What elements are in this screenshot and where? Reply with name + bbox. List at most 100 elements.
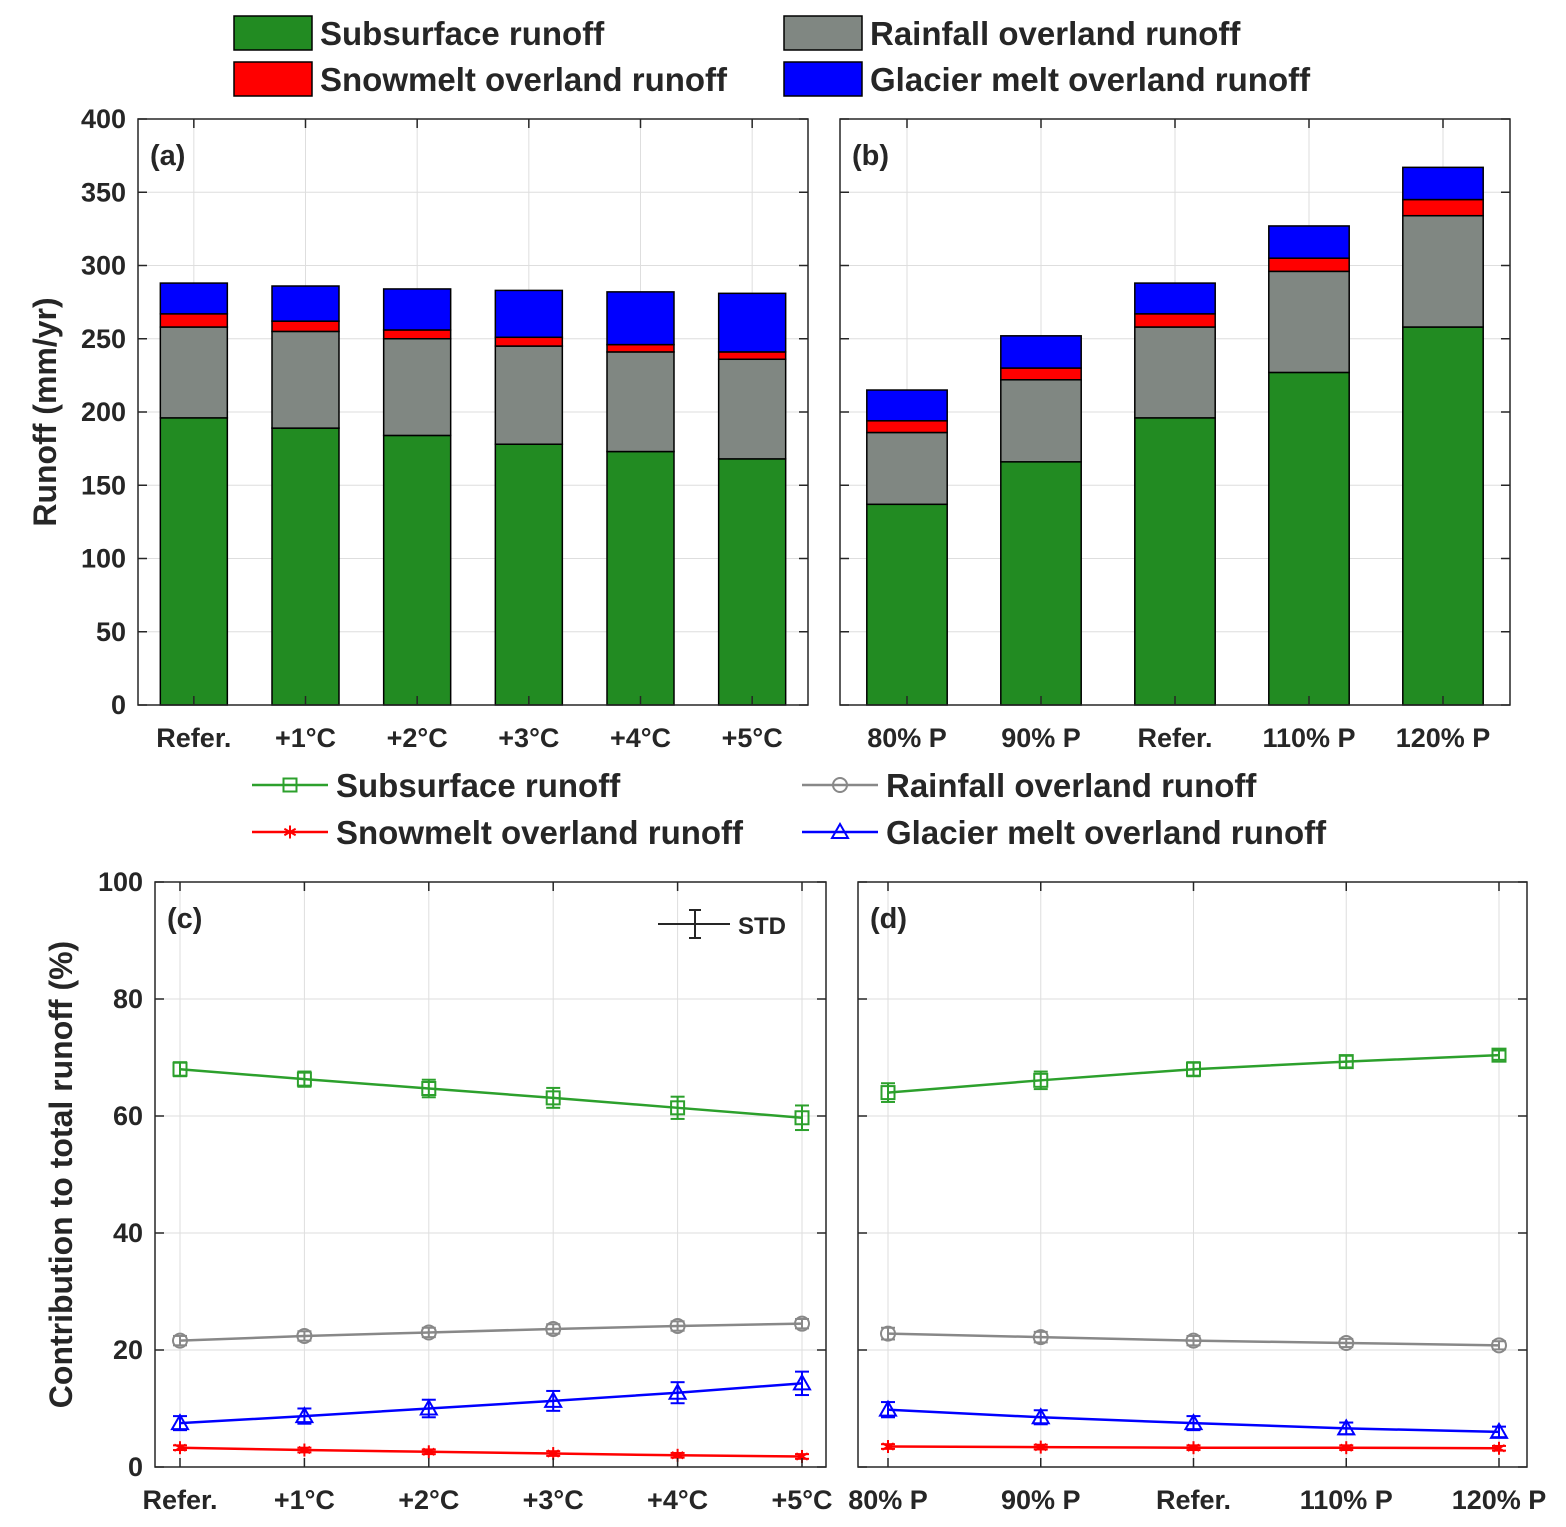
star-stroke bbox=[173, 1443, 187, 1452]
x-tick-label-3-c: +3°C bbox=[498, 723, 559, 753]
point-rainfall-overland-runoff-2-c bbox=[420, 1324, 437, 1341]
star-stroke bbox=[671, 1451, 684, 1460]
bar-segment-snowmelt-overland-runoff-3-c bbox=[494, 336, 564, 347]
bar-segment-snowmelt-overland-runoff-4-c bbox=[606, 343, 675, 353]
y-tick-label: 40 bbox=[113, 1218, 143, 1248]
point-rainfall-overland-runoff-5-c bbox=[794, 1315, 810, 1332]
y-tick-label: 100 bbox=[81, 544, 126, 574]
line-subsurface-runoff bbox=[179, 1067, 803, 1120]
y-tick-label: 60 bbox=[113, 1101, 143, 1131]
grid bbox=[155, 881, 826, 1468]
star-stroke bbox=[881, 1442, 895, 1451]
legend-label: Subsurface runoff bbox=[336, 767, 621, 804]
point-snowmelt-overland-runoff-2-c bbox=[422, 1445, 435, 1459]
legend-label: Glacier melt overland runoff bbox=[886, 814, 1327, 851]
bar-segment-snowmelt-overland-runoff-2-c bbox=[382, 329, 452, 340]
x-tick-label-3-c: +3°C bbox=[523, 1485, 584, 1515]
bar-segment-subsurface-runoff-2-c bbox=[382, 434, 452, 706]
star-stroke bbox=[1034, 1442, 1047, 1452]
bar-segment-snowmelt-overland-runoff-1-c bbox=[271, 320, 340, 333]
line-snowmelt-overland-runoff bbox=[179, 1446, 803, 1458]
bar-segment-subsurface-runoff-refer bbox=[1134, 417, 1216, 706]
legend-swatch bbox=[233, 61, 313, 97]
bar-segment-glacier-melt-overland-runoff-4-c bbox=[606, 291, 675, 346]
panel-b-stacked-bar-chart: 80% P 90% P Refer. 110% P 120% P (b) bbox=[839, 118, 1511, 753]
y-tick-label: 80 bbox=[113, 984, 143, 1014]
bar-segment-rainfall-overland-runoff-120-p bbox=[1402, 214, 1484, 328]
x-tick-label-90-p: 90% P bbox=[1001, 1485, 1081, 1515]
bar-segment-rainfall-overland-runoff-4-c bbox=[606, 351, 675, 453]
line-glacier-melt-overland-runoff bbox=[179, 1382, 803, 1425]
panel-a-stacked-bar-chart: 0 50 100 150 200 250 300 350 400 Refer. +1°C +2°C +3… bbox=[27, 104, 809, 753]
x-tick-label-refer: Refer. bbox=[156, 723, 231, 753]
legend-item-glacier-melt-overland-runoff: Glacier melt overland runoff bbox=[802, 814, 1327, 851]
point-subsurface-runoff-refer bbox=[172, 1061, 188, 1077]
point-glacier-melt-overland-runoff-90-p bbox=[1031, 1407, 1051, 1425]
bar-segment-rainfall-overland-runoff-110-p bbox=[1268, 270, 1350, 374]
bar-segment-snowmelt-overland-runoff-110-p bbox=[1268, 257, 1350, 273]
series-rainfall-overland-runoff bbox=[880, 1325, 1507, 1354]
legend-label: Subsurface runoff bbox=[320, 15, 605, 52]
point-snowmelt-overland-runoff-110-p bbox=[1340, 1441, 1353, 1455]
point-glacier-melt-overland-runoff-4-c bbox=[667, 1382, 688, 1400]
y-axis-label: Runoff (mm/yr) bbox=[27, 297, 63, 526]
point-rainfall-overland-runoff-refer bbox=[172, 1332, 188, 1349]
point-rainfall-overland-runoff-4-c bbox=[669, 1318, 686, 1335]
x-tick-label-1-c: +1°C bbox=[275, 723, 336, 753]
y-tick-label: 350 bbox=[81, 177, 126, 207]
x-tick-label-4-c: +4°C bbox=[610, 723, 671, 753]
point-snowmelt-overland-runoff-1-c bbox=[298, 1443, 311, 1457]
bar-segment-snowmelt-overland-runoff-90-p bbox=[1000, 367, 1082, 381]
x-tick-label-1-c: +1°C bbox=[274, 1485, 335, 1515]
series-glacier-melt-overland-runoff bbox=[878, 1399, 1509, 1439]
error-bar-subsurface-runoff-120-p bbox=[1492, 1049, 1506, 1061]
point-subsurface-runoff-5-c bbox=[794, 1110, 810, 1126]
panel-label: (c) bbox=[167, 903, 202, 935]
series-lines bbox=[170, 1061, 812, 1463]
series-snowmelt-overland-runoff bbox=[173, 1441, 809, 1463]
x-tick-label-2-c: +2°C bbox=[387, 723, 448, 753]
point-snowmelt-overland-runoff-90-p bbox=[1034, 1440, 1047, 1454]
bar-segment-glacier-melt-overland-runoff-3-c bbox=[494, 289, 564, 339]
point-subsurface-runoff-2-c bbox=[421, 1081, 437, 1097]
point-glacier-melt-overland-runoff-refer bbox=[1183, 1413, 1204, 1431]
bar-segment-glacier-melt-overland-runoff-90-p bbox=[1000, 335, 1082, 369]
series-rainfall-overland-runoff bbox=[172, 1315, 810, 1349]
star-stroke bbox=[795, 1452, 809, 1461]
bar-segment-rainfall-overland-runoff-refer bbox=[159, 326, 229, 419]
panel-c-line-chart: 0 20 40 60 80 100 Refer. +1°C +2°C +3°C +4°C +5°C (c… bbox=[43, 867, 833, 1515]
bar-segment-rainfall-overland-runoff-5-c bbox=[717, 358, 787, 460]
point-glacier-melt-overland-runoff-refer bbox=[170, 1413, 190, 1431]
bar-segment-rainfall-overland-runoff-1-c bbox=[271, 330, 340, 429]
legend-item-subsurface-runoff: Subsurface runoff bbox=[233, 15, 605, 52]
point-subsurface-runoff-1-c bbox=[296, 1071, 312, 1087]
point-subsurface-runoff-90-p bbox=[1033, 1072, 1049, 1088]
series-subsurface-runoff bbox=[880, 1047, 1507, 1103]
legend-marker bbox=[282, 777, 298, 793]
bar-segment-glacier-melt-overland-runoff-refer bbox=[1134, 282, 1216, 315]
y-tick-label: 150 bbox=[81, 470, 126, 500]
bar-segment-rainfall-overland-runoff-3-c bbox=[494, 345, 564, 445]
point-glacier-melt-overland-runoff-80-p bbox=[878, 1399, 898, 1417]
y-tick-label: 200 bbox=[81, 397, 126, 427]
bar-segment-glacier-melt-overland-runoff-2-c bbox=[382, 288, 452, 331]
legend-swatch bbox=[233, 15, 313, 51]
point-snowmelt-overland-runoff-3-c bbox=[547, 1447, 560, 1461]
bar-segment-glacier-melt-overland-runoff-5-c bbox=[717, 292, 787, 353]
axes-box bbox=[857, 881, 1528, 1468]
point-subsurface-runoff-80-p bbox=[880, 1085, 896, 1101]
star-stroke bbox=[547, 1449, 560, 1458]
x-tick-label-refer: Refer. bbox=[1156, 1485, 1231, 1515]
legend-item-subsurface-runoff: Subsurface runoff bbox=[252, 767, 621, 804]
point-snowmelt-overland-runoff-80-p bbox=[881, 1440, 895, 1454]
legend-item-rainfall-overland-runoff: Rainfall overland runoff bbox=[802, 767, 1257, 804]
point-rainfall-overland-runoff-80-p bbox=[880, 1325, 896, 1342]
star-stroke bbox=[1187, 1443, 1200, 1452]
legend-item-snowmelt-overland-runoff: Snowmelt overland runoff bbox=[233, 61, 728, 98]
x-tick-label-4-c: +4°C bbox=[647, 1485, 708, 1515]
x-tick-label-5-c: +5°C bbox=[771, 1485, 832, 1515]
x-tick-label-120-p: 120% P bbox=[1452, 1485, 1547, 1515]
point-snowmelt-overland-runoff-refer bbox=[1187, 1441, 1200, 1455]
panel-label: (b) bbox=[852, 140, 889, 172]
